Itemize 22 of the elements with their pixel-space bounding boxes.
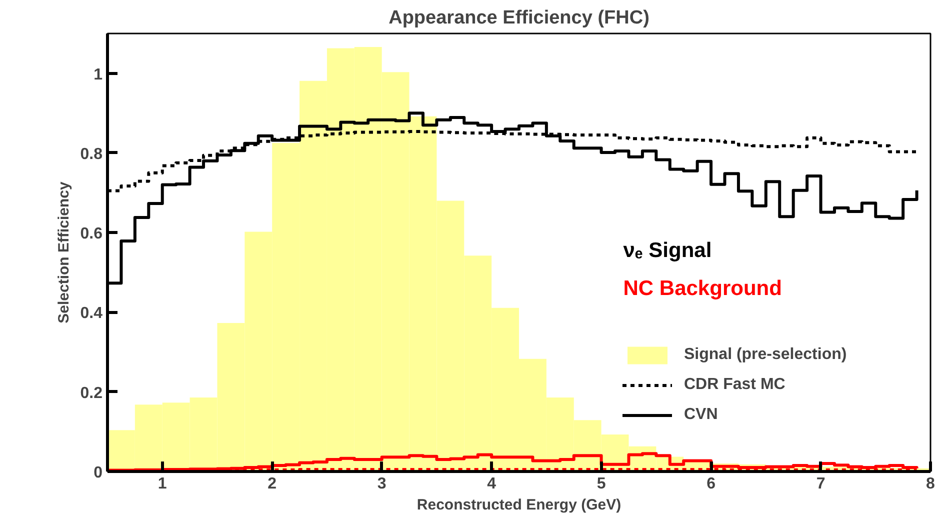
- x-tick-label: 3: [377, 476, 386, 492]
- y-tick-label: 1: [94, 66, 103, 84]
- x-tick-label: 2: [268, 476, 277, 492]
- chart-title: Appearance Efficiency (FHC): [388, 8, 650, 28]
- y-tick-label: 0: [94, 464, 103, 482]
- y-axis-title: Selection Efficiency: [55, 180, 72, 324]
- legend-label: CDR Fast MC: [684, 376, 786, 394]
- x-tick-label: 4: [487, 476, 496, 492]
- legend-title: νₑ Signal: [623, 239, 712, 262]
- text: NC Background: [623, 276, 782, 300]
- x-axis-title: Reconstructed Energy (GeV): [416, 496, 622, 514]
- y-tick-label: 0.8: [80, 146, 103, 163]
- x-tick-label: 1: [158, 476, 167, 492]
- y-tick-label: 0.6: [80, 226, 103, 243]
- x-tick-label: 7: [816, 476, 826, 492]
- x-tick-label: 8: [926, 476, 936, 492]
- y-tick-label: 0.4: [80, 305, 103, 322]
- legend-label: Signal (pre-selection): [684, 346, 847, 364]
- x-tick-label: 6: [706, 476, 716, 492]
- x-tick-label: 5: [596, 476, 606, 492]
- legend-label: CVN: [684, 406, 718, 424]
- y-tick-label: 0.2: [80, 384, 103, 402]
